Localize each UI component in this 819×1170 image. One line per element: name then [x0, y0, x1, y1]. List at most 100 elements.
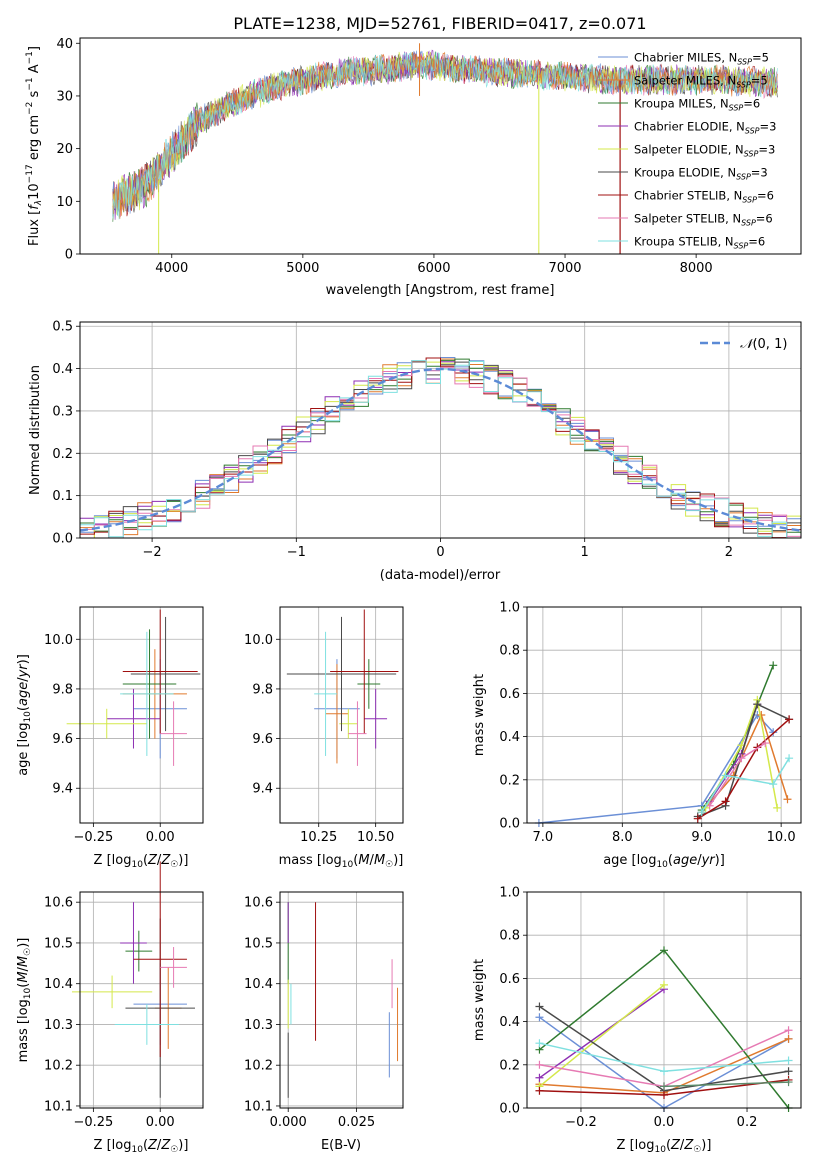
age-vs-z-ylabel: age [log10(age/yr)] [16, 654, 33, 776]
y-tick-label: 10.0 [244, 633, 273, 648]
mass_weight_vs_Z-marker [660, 1082, 668, 1091]
y-tick-label: 40 [56, 37, 73, 52]
age-vs-mass-panel: 10.25 10.50 9.4 9.6 9.8 10.0 mass [log10(M/M☉… [244, 606, 404, 870]
x-tick-label: 7000 [548, 261, 581, 276]
mass-weight-z-ylabel: mass weight [472, 959, 487, 1041]
gaussian-reference-curve [79, 367, 802, 532]
mass_weight_vs_Z-series-4 [539, 988, 665, 1079]
legend-label-9: Kroupa STELIB, NSSP=6 [634, 235, 765, 251]
mass_weight_vs_Z-marker [535, 1060, 544, 1069]
residuals-ylabel: Normed distribution [28, 365, 43, 495]
x-tick-label: 2 [725, 545, 733, 560]
mass-vs-ebv-xlabel: E(B-V) [321, 1138, 361, 1153]
mass_weight_vs_Z-marker [784, 1078, 793, 1087]
x-tick-label: −0.25 [73, 830, 113, 845]
mass_weight_vs_Z-marker [784, 1034, 793, 1043]
legend-label-7: Chabrier STELIB, NSSP=6 [634, 189, 774, 205]
mass_weight_vs_age-marker [783, 795, 792, 804]
mass-weight-z-xlabel: Z [log10(Z/Z☉)] [617, 1138, 712, 1155]
age-vs-mass-xlabel: mass [log10(M/M☉)] [279, 853, 404, 870]
legend-label-5: Salpeter ELODIE, NSSP=3 [634, 143, 775, 159]
mass-vs-z-ylabel: mass [log10(M/M☉)] [16, 938, 33, 1063]
mass_weight_vs_age-marker [721, 771, 730, 780]
x-tick-label: 0 [436, 545, 444, 560]
x-tick-label: 1 [581, 545, 589, 560]
legend-label-8: Salpeter STELIB, NSSP=6 [634, 212, 773, 228]
mass-weight-age-frame [526, 606, 802, 824]
y-tick-label: 0.2 [499, 773, 520, 788]
mass_weight_vs_Z-marker [660, 946, 668, 955]
mass_weight_vs_Z-marker [660, 980, 668, 989]
y-tick-label: 9.6 [52, 732, 73, 747]
x-tick-label: 6000 [417, 261, 450, 276]
y-tick-label: 0.8 [499, 644, 520, 659]
mass_weight_vs_Z-marker [660, 1091, 668, 1100]
mass_weight_vs_Z-marker [535, 1002, 544, 1011]
mass_weight_vs_age-marker [785, 754, 794, 763]
y-tick-label: 0 [65, 248, 73, 263]
spectrum-panel: 4000 5000 6000 7000 8000 0 10 20 30 40 wavelength… [25, 37, 802, 298]
mass_weight_vs_Z-series-10 [663, 1081, 789, 1088]
age-vs-mass-frame [279, 606, 404, 824]
mass_weight_vs_Z-series-5 [539, 984, 665, 1087]
x-tick-label: 7.0 [533, 830, 554, 845]
mass_weight_vs_age-marker [769, 661, 778, 670]
mass-vs-z-frame [79, 891, 204, 1109]
legend-label-3: Kroupa MILES, NSSP=6 [634, 97, 760, 113]
mass_weight_vs_age-series-7 [697, 718, 790, 820]
y-tick-label: 10.3 [44, 1018, 73, 1033]
x-tick-label: −2 [143, 545, 162, 560]
x-tick-label: 10.0 [767, 830, 796, 845]
mass-vs-ebv-frame [279, 891, 404, 1109]
x-tick-label: 5000 [286, 261, 319, 276]
y-tick-label: 10.4 [44, 977, 73, 992]
figure-title: PLATE=1238, MJD=52761, FIBERID=0417, z=0… [233, 14, 646, 33]
mass-weight-age-panel: 7.0 8.0 9.0 10.0 0.0 0.2 0.4 0.6 0.8 1.0 age [log… [472, 601, 802, 870]
mass-vs-z-panel: −0.25 0.00 10.1 10.2 10.3 10.4 10.5 10.6 Z [log… [16, 861, 204, 1155]
x-tick-label: 0.000 [270, 1115, 307, 1130]
y-tick-label: 10.4 [244, 977, 273, 992]
y-tick-label: 0.4 [52, 362, 73, 377]
x-tick-label: −1 [287, 545, 306, 560]
y-tick-label: 10.6 [44, 896, 73, 911]
mass_weight_vs_Z-marker [535, 1073, 544, 1082]
residual-histogram-9 [80, 360, 801, 539]
age-vs-z-frame [79, 606, 204, 824]
mass_weight_vs_Z-marker [660, 1067, 668, 1076]
mass_weight_vs_age-series-5 [705, 696, 778, 809]
y-tick-label: 1.0 [499, 601, 520, 616]
legend-label-2: Salpeter MILES, NSSP=5 [634, 74, 768, 90]
mass_weight_vs_Z-marker [535, 1013, 544, 1022]
mass_weight_vs_Z-marker [784, 1026, 793, 1035]
mass_weight_vs_age-series-9 [701, 757, 790, 813]
x-tick-label: 0.00 [146, 830, 175, 845]
y-tick-label: 10.2 [44, 1059, 73, 1074]
y-tick-label: 1.0 [499, 886, 520, 901]
legend-label-1: Chabrier MILES, NSSP=5 [634, 51, 769, 67]
x-tick-label: 8000 [680, 261, 713, 276]
age-vs-z-panel: −0.25 0.00 9.4 9.6 9.8 10.0 Z [log10(Z/Z☉)] a… [16, 606, 204, 870]
y-tick-label: 0.5 [52, 320, 73, 335]
x-tick-label: 0.00 [146, 1115, 175, 1130]
mass_weight_vs_age-marker [693, 814, 702, 823]
x-tick-label: 10.25 [300, 830, 337, 845]
spectrum-frame [79, 37, 802, 255]
y-tick-label: 0.3 [52, 404, 73, 419]
gaussian-legend-label: 𝒩(0, 1) [740, 337, 787, 352]
legend-label-4: Chabrier ELODIE, NSSP=3 [634, 120, 776, 136]
y-tick-label: 30 [56, 89, 73, 104]
mass_weight_vs_age-marker [785, 715, 794, 724]
y-tick-label: 10.5 [244, 936, 273, 951]
mass_weight_vs_age-marker [753, 700, 762, 709]
age-vs-z-xlabel: Z [log10(Z/Z☉)] [94, 853, 189, 870]
x-tick-label: 8.0 [612, 830, 633, 845]
mass-weight-age-xlabel: age [log10(age/yr)] [603, 853, 725, 870]
mass_weight_vs_Z-marker [784, 1067, 793, 1076]
y-tick-label: 10.0 [44, 633, 73, 648]
y-tick-label: 0.4 [499, 730, 520, 745]
spectrum-xlabel: wavelength [Angstrom, rest frame] [326, 283, 555, 298]
y-tick-label: 9.4 [252, 782, 273, 797]
y-tick-label: 0.4 [499, 1015, 520, 1030]
y-tick-label: 0.2 [52, 447, 73, 462]
